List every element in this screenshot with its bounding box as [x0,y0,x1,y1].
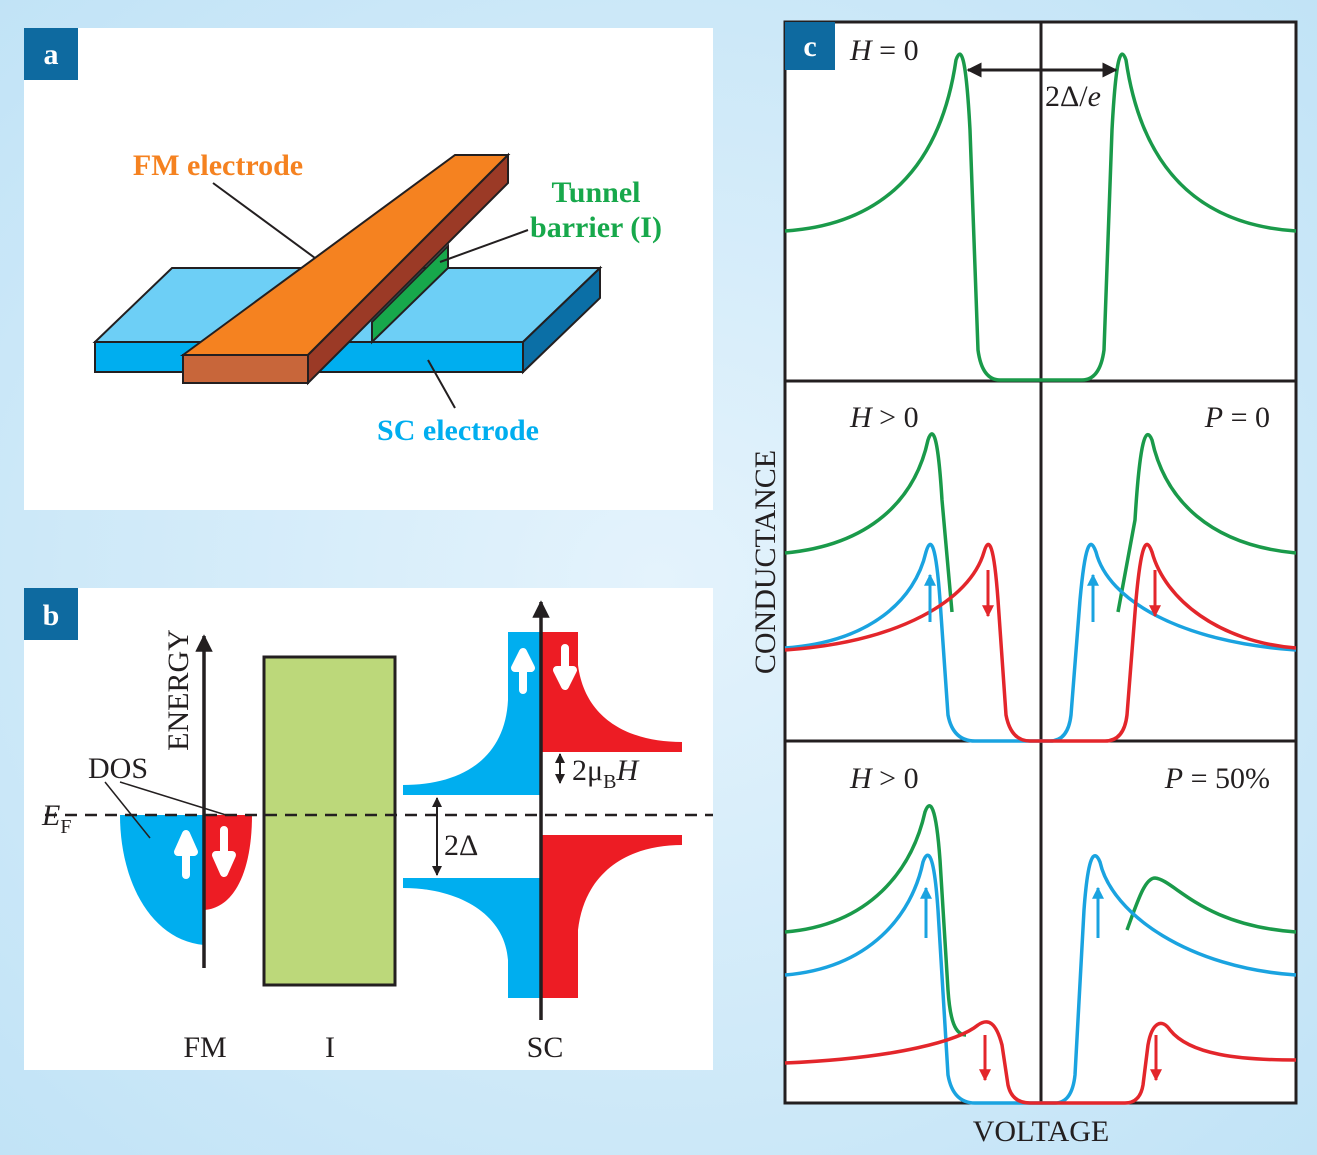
y-axis-label: CONDUCTANCE [749,450,782,674]
fm-front [182,354,309,384]
conductance-curve [1116,433,1297,613]
zeeman-label: 2μBH [572,754,640,793]
badge-label: b [43,599,60,632]
spin-arrow [553,644,577,690]
gap-label: 2Δ [444,829,478,862]
layer-label: I [325,1031,335,1064]
leader-line [104,781,151,839]
sc-dos-up [403,632,541,795]
field-label: H > 0 [849,401,919,434]
barrier-label: Tunnel [552,176,641,209]
gap-label: 2Δ/e [1045,80,1101,113]
leader-line [119,781,227,816]
sc-dos-down [541,632,682,752]
leader-line [439,229,529,263]
polarization-label: P = 50% [1164,762,1270,795]
polarization-label: P = 0 [1204,401,1270,434]
fm-electrode-label: FM electrode [133,149,303,182]
panel-b: b ENERGY DOS EF 2Δ 2μBH FM I SC [24,588,713,1070]
spin-arrow [212,826,236,877]
badge [24,28,78,80]
energy-label: ENERGY [162,629,195,751]
leader-line [427,359,456,409]
sc-dos-up [403,878,541,998]
spin-arrow [511,648,535,694]
layer-label: FM [183,1031,226,1064]
sc-electrode-label: SC electrode [377,414,539,447]
badge [24,588,78,640]
conductance-curve [1125,876,1297,934]
layer-label: SC [527,1031,564,1064]
sc-dos-down [541,835,682,998]
badge [785,22,835,70]
badge-label: a [44,38,59,71]
conductance-curve [784,542,1297,743]
conductance-curve [784,804,967,1037]
badge-label: c [803,30,816,63]
field-label: H > 0 [849,762,919,795]
panel-a: a FM electrode Tunnel barrier (I) SC ele… [24,28,713,510]
x-axis-label: VOLTAGE [973,1115,1109,1148]
spin-arrow [174,830,198,879]
leader-line [212,182,316,259]
conductance-curve [784,1020,1297,1105]
conductance-curve [784,52,1297,382]
dos-label: DOS [88,752,148,785]
conductance-curve [784,432,954,613]
fermi-label: EF [41,799,71,838]
barrier [371,243,449,345]
field-label: H = 0 [849,34,919,67]
barrier-label: barrier (I) [530,211,662,244]
fm-side [307,152,509,386]
sc-side [522,265,601,375]
insulator [262,655,397,987]
panel-c: c H = 0 2Δ/e H > 0 P = 0 H > 0 P = 50% C… [749,20,1298,1148]
